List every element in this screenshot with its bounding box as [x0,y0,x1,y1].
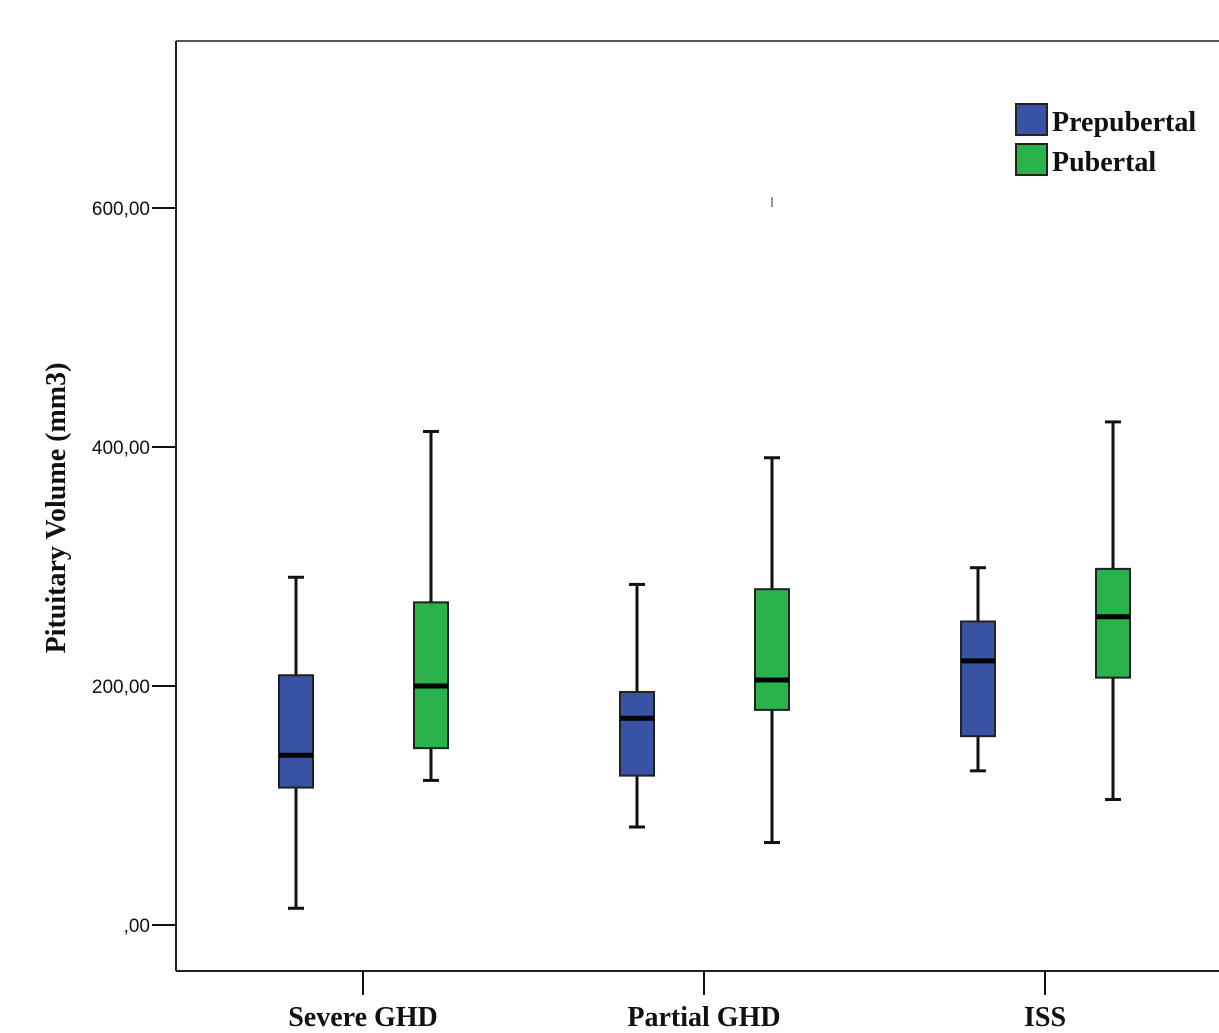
y-tick-label: 600,00 [92,199,150,220]
box-iqr [960,620,996,738]
box-iqr [413,601,449,750]
box-prepubertal-partial-ghd [619,582,655,829]
y-tick-label: 400,00 [92,438,150,459]
y-axis-title: Pituitary Volume (mm3) [41,363,72,654]
legend: Prepubertal Pubertal [1015,103,1196,178]
x-tick-label: ISS [1024,1002,1066,1033]
box-pubertal-severe-ghd [413,429,449,782]
box-pubertal-partial-ghd [754,456,790,845]
box-prepubertal-severe-ghd [278,575,314,910]
y-tick-label: 200,00 [92,677,150,698]
legend-label: Pubertal [1052,147,1156,178]
box-pubertal-iss [1095,420,1131,802]
box-iqr [278,674,314,789]
x-axis: Severe GHD Partial GHD ISS [288,971,1066,1033]
legend-swatch [1015,143,1048,176]
y-tick-label: ,00 [124,916,150,937]
legend-swatch [1015,103,1048,136]
x-tick-label: Partial GHD [627,1002,780,1033]
box-groups [278,420,1131,910]
x-tick-label: Severe GHD [288,1002,438,1033]
box-iqr [1095,567,1131,679]
box-prepubertal-iss [960,566,996,773]
y-axis: ,00 200,00 400,00 600,00 [92,199,176,937]
box-iqr [619,690,655,777]
box-iqr [754,588,790,711]
legend-label: Prepubertal [1052,107,1196,138]
